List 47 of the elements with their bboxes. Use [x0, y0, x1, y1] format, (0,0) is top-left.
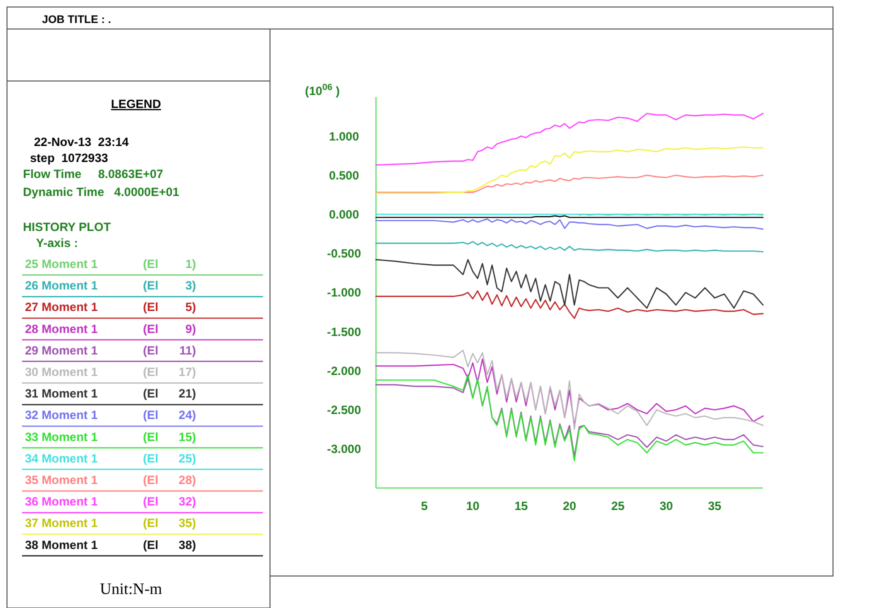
text: 27 Moment 1 (El 5) [25, 300, 196, 314]
text: Y-axis : [36, 236, 78, 250]
text: 37 Moment 1 (El 35) [25, 516, 196, 530]
y-tick-label: -1.500 [326, 324, 362, 339]
y-axis-title: (10$^{06}$ ) [305, 82, 340, 98]
y-tick-label: -1.000 [326, 286, 362, 300]
x-tick-label: 20 [562, 499, 576, 514]
line-series [375, 146, 764, 194]
text: LEGEND [110, 97, 162, 111]
text: 28 Moment 1 (El 9) [25, 322, 196, 336]
text: 32 Moment 1 (El 24) [25, 408, 196, 422]
x-tick-label: 15 [514, 499, 528, 514]
text: 30 Moment 1 (El 17) [25, 365, 196, 379]
x-tick-label: 35 [708, 499, 722, 514]
text: step 1072933 [30, 151, 108, 165]
y-tick-label: -2.500 [326, 403, 362, 417]
line-series [375, 259, 764, 309]
line-series [375, 112, 764, 166]
text: 31 Moment 1 (El 21) [25, 386, 196, 401]
text: HISTORY PLOT [23, 220, 112, 234]
line-series [375, 290, 764, 319]
y-tick-label: 0.000 [328, 208, 360, 222]
x-tick-label: 10 [466, 499, 480, 514]
text: 34 Moment 1 (El 25) [25, 451, 196, 466]
line-series [375, 241, 764, 252]
text: 26 Moment 1 (El 3) [25, 278, 196, 293]
x-tick-label: 25 [611, 499, 625, 514]
y-tick-label: -2.000 [326, 364, 362, 378]
text: 38 Moment 1 (El 38) [25, 538, 196, 552]
text: JOB TITLE : . [42, 14, 112, 26]
x-tick-label: 30 [660, 499, 674, 514]
y-tick-label: 1.000 [328, 129, 360, 144]
text: Dynamic Time 4.0000E+01 [23, 185, 180, 199]
line-series [375, 218, 764, 230]
text: 22-Nov-13 23:14 [34, 135, 130, 149]
text: 29 Moment 1 (El 11) [25, 343, 196, 358]
line-series [375, 174, 764, 194]
text: 25 Moment 1 (El 1) [25, 257, 196, 271]
text: Flow Time 8.0863E+07 [23, 167, 164, 181]
y-tick-label: -0.500 [326, 246, 362, 261]
y-tick-label: 0.500 [328, 168, 360, 182]
text: 35 Moment 1 (El 28) [25, 473, 196, 487]
y-tick-label: -3.000 [326, 442, 362, 456]
text: 33 Moment 1 (El 15) [25, 430, 196, 444]
text: Unit:N-m [100, 581, 163, 598]
text: 36 Moment 1 (El 32) [25, 494, 196, 509]
x-tick-label: 5 [421, 499, 428, 514]
